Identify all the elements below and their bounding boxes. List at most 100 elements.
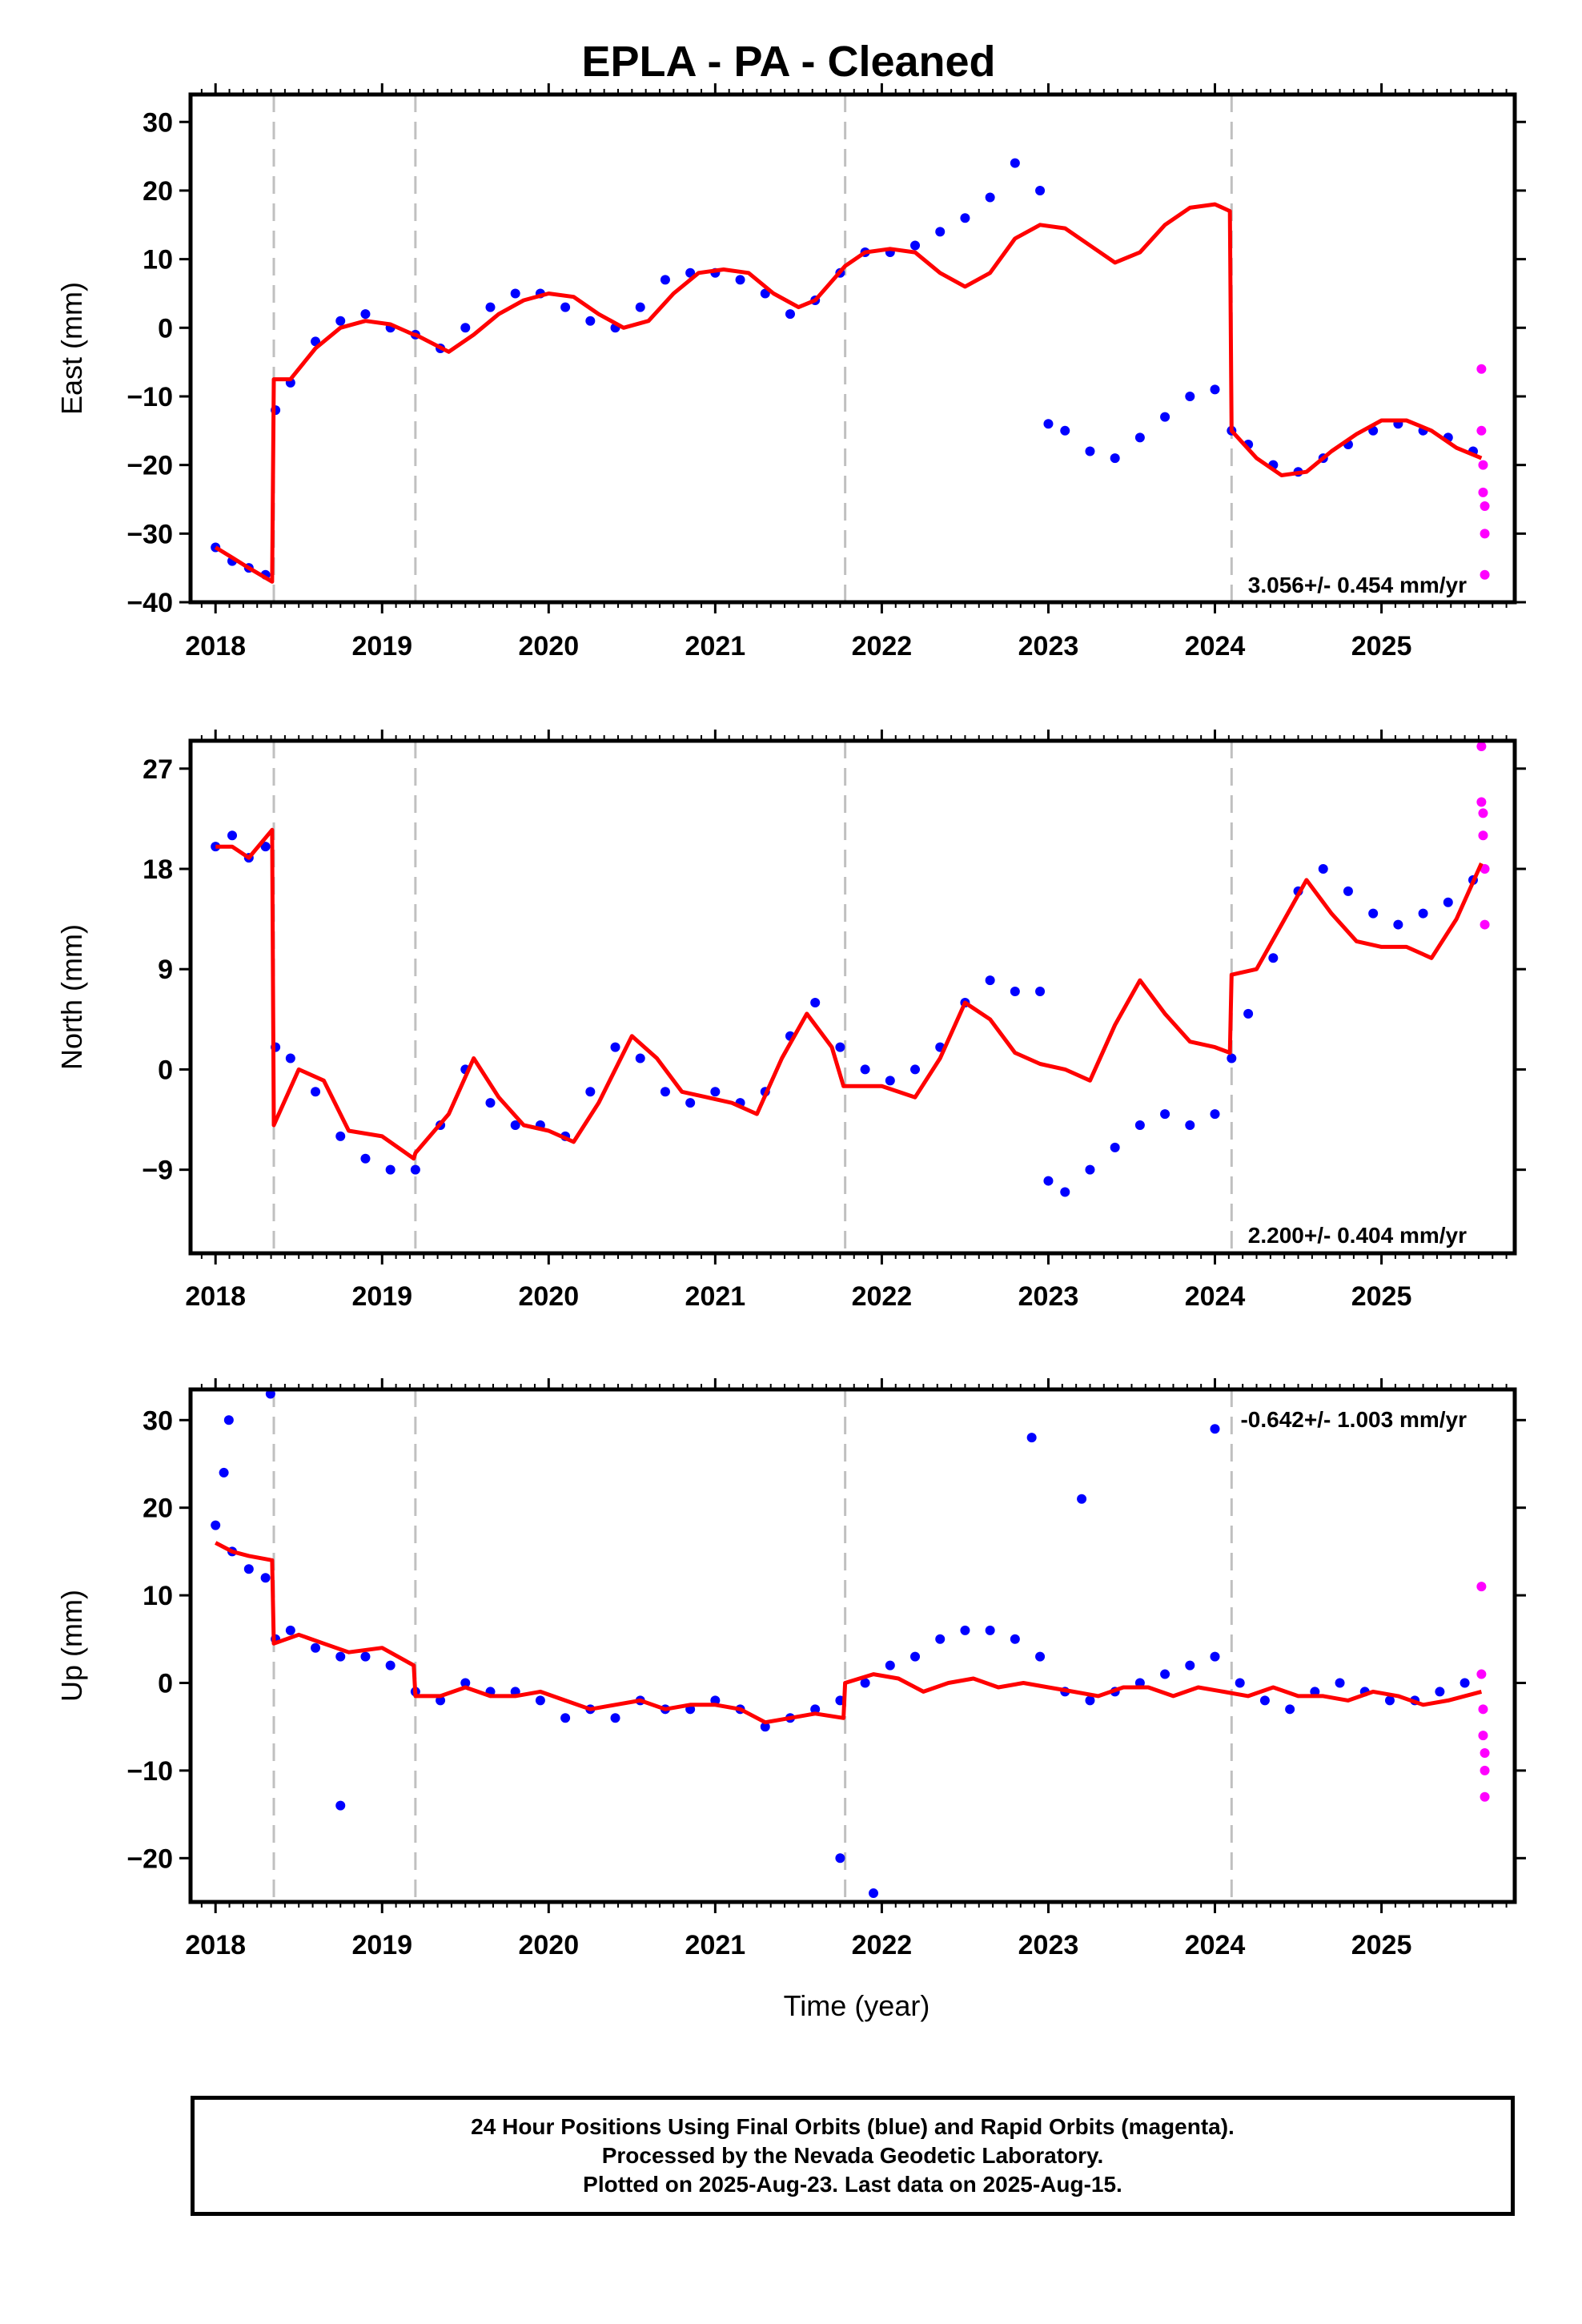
- north-panel: 2018 2019 2020 2021 2022 2023 2024 2025 −9 0 9 18 27…: [55, 730, 1526, 1312]
- x-tick-label: 2019: [351, 631, 412, 661]
- final-orbit-point: [385, 1164, 396, 1175]
- footer-box: 24 Hour Positions Using Final Orbits (bl…: [191, 2096, 1515, 2216]
- final-orbit-point: [1060, 425, 1070, 436]
- y-tick-label: 30: [143, 1405, 173, 1436]
- final-orbit-point: [835, 1853, 845, 1864]
- plot-area: [211, 94, 1490, 602]
- final-orbit-point: [1210, 1109, 1220, 1120]
- final-orbit-point: [227, 830, 238, 841]
- final-orbit-point: [1335, 1678, 1345, 1688]
- rapid-orbit-point: [1480, 1791, 1490, 1802]
- y-tick-label: −30: [126, 519, 173, 549]
- final-orbit-point: [1035, 987, 1046, 997]
- final-orbit-point: [1134, 1120, 1145, 1130]
- final-orbit-point: [1210, 384, 1220, 395]
- final-orbit-point: [885, 1660, 895, 1671]
- final-orbit-point: [610, 1713, 620, 1723]
- final-orbit-point: [985, 1625, 995, 1635]
- final-orbit-point: [311, 1087, 321, 1097]
- final-orbit-point: [1035, 185, 1046, 195]
- model-curve: [214, 202, 1483, 584]
- x-tick-label: 2019: [351, 1281, 412, 1312]
- x-tick-label: 2025: [1351, 631, 1412, 661]
- x-tick-label: 2022: [852, 1281, 913, 1312]
- final-orbit-point: [360, 309, 371, 320]
- y-tick-label: 20: [143, 1494, 173, 1524]
- x-tick-label: 2020: [518, 1281, 579, 1312]
- final-orbit-point: [1343, 886, 1353, 896]
- final-orbit-point: [1077, 1494, 1087, 1504]
- final-orbit-point: [1060, 1187, 1070, 1197]
- rapid-orbit-point: [1480, 1748, 1490, 1759]
- footer-line-1: 24 Hour Positions Using Final Orbits (bl…: [471, 2114, 1235, 2139]
- final-orbit-point: [1010, 1634, 1020, 1644]
- final-orbit-point: [1085, 1695, 1095, 1706]
- east-panel: 2018 2019 2020 2021 2022 2023 2024 2025 −40 −30 −2…: [55, 83, 1526, 661]
- x-tick-label: 2020: [518, 631, 579, 661]
- final-orbit-point: [510, 1120, 520, 1130]
- x-tick-label: 2021: [685, 1930, 746, 1960]
- x-tick-label: 2021: [685, 631, 746, 661]
- rapid-orbit-point: [1480, 569, 1490, 580]
- x-tick-label: 2024: [1185, 1930, 1246, 1960]
- y-tick-label: 10: [143, 245, 173, 275]
- y-axis-label: East (mm): [55, 282, 88, 415]
- y-tick-label: −40: [126, 588, 173, 618]
- final-orbit-point: [785, 309, 795, 320]
- final-orbit-point: [535, 1695, 545, 1706]
- final-orbit-point: [910, 1064, 921, 1075]
- y-tick-label: 0: [158, 313, 173, 344]
- rapid-orbit-point: [1480, 1765, 1490, 1775]
- final-orbit-point: [960, 1625, 970, 1635]
- final-orbit-point: [835, 1042, 845, 1052]
- footer-line-3: Plotted on 2025-Aug-23. Last data on 202…: [583, 2172, 1122, 2197]
- x-tick-label: 2023: [1018, 1281, 1079, 1312]
- rapid-orbit-point: [1478, 1731, 1488, 1741]
- final-orbit-point: [985, 975, 995, 986]
- x-axis-label: Time (year): [784, 1989, 930, 2022]
- y-tick-label: 10: [143, 1581, 173, 1611]
- final-orbit-point: [810, 1704, 821, 1715]
- final-orbit-point: [1160, 1669, 1170, 1679]
- final-orbit-point: [1010, 987, 1020, 997]
- model-curve: [215, 1541, 1483, 1725]
- y-axis-label: Up (mm): [55, 1590, 88, 1702]
- rapid-orbit-point: [1476, 425, 1487, 436]
- y-tick-label: −10: [126, 1756, 173, 1787]
- y-tick-label: −20: [126, 451, 173, 481]
- y-tick-label: 0: [158, 1055, 173, 1085]
- final-orbit-point: [1043, 419, 1054, 429]
- rapid-orbit-point: [1478, 830, 1488, 841]
- x-tick-label: 2023: [1018, 1930, 1079, 1960]
- final-orbit-point: [710, 1087, 721, 1097]
- final-orbit-point: [1384, 1695, 1395, 1706]
- figure-title: EPLA - PA - Cleaned: [581, 38, 995, 86]
- final-orbit-point: [1110, 1142, 1120, 1152]
- final-orbit-point: [1259, 1695, 1270, 1706]
- final-orbit-point: [285, 1053, 295, 1063]
- rapid-orbit-point: [1476, 364, 1487, 374]
- x-tick-label: 2021: [685, 1281, 746, 1312]
- final-orbit-point: [1268, 953, 1279, 963]
- x-tick-label: 2022: [852, 1930, 913, 1960]
- final-orbit-point: [1318, 864, 1328, 874]
- final-orbit-point: [260, 842, 271, 852]
- final-orbit-point: [360, 1153, 371, 1164]
- final-orbit-point: [685, 1098, 696, 1108]
- final-orbit-point: [1085, 446, 1095, 456]
- final-orbit-point: [660, 275, 670, 285]
- final-orbit-point: [585, 316, 596, 326]
- final-orbit-point: [1110, 453, 1120, 464]
- final-orbit-point: [1043, 1176, 1054, 1186]
- final-orbit-point: [810, 997, 821, 1007]
- final-orbit-point: [1010, 158, 1020, 168]
- y-tick-label: 18: [143, 854, 173, 885]
- x-tick-label: 2020: [518, 1930, 579, 1960]
- rapid-orbit-point: [1478, 487, 1488, 497]
- final-orbit-point: [1227, 1053, 1237, 1063]
- rate-annotation: -0.642+/- 1.003 mm/yr: [1240, 1407, 1467, 1432]
- final-orbit-point: [485, 1098, 496, 1108]
- final-orbit-point: [635, 1053, 645, 1063]
- final-orbit-point: [935, 1634, 946, 1644]
